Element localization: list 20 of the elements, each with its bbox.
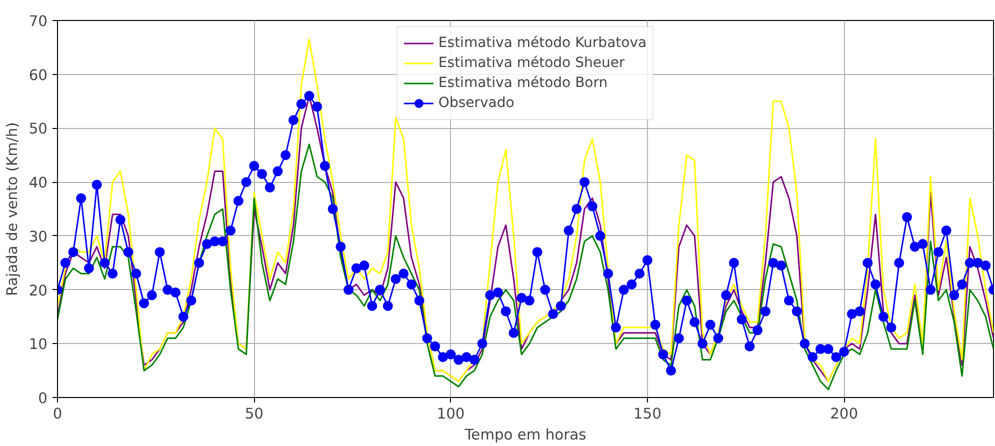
y-tick-label: 10 <box>28 336 48 354</box>
legend-label: Estimativa método Sheuer <box>438 55 625 71</box>
y-tick-label: 70 <box>28 13 48 30</box>
legend-label: Observado <box>438 95 514 111</box>
y-tick-label: 50 <box>28 120 48 138</box>
x-tick-label: 150 <box>633 406 662 422</box>
x-tick-label: 0 <box>52 406 62 422</box>
legend-label: Estimativa método Kurbatova <box>438 35 647 51</box>
x-axis-title: Tempo em horas <box>464 426 586 444</box>
y-tick-label: 0 <box>38 390 48 407</box>
y-tick-label: 40 <box>28 174 48 192</box>
y-axis-title: Rajada de vento (Km/h) <box>4 122 21 296</box>
y-tick-label: 30 <box>28 228 48 246</box>
x-tick-label: 100 <box>436 406 465 422</box>
x-tick-label: 200 <box>830 406 858 422</box>
legend-label: Estimativa método Born <box>438 75 608 91</box>
y-tick-label: 20 <box>28 282 48 300</box>
x-tick-label: 50 <box>244 406 264 422</box>
line-series <box>58 144 994 390</box>
y-tick-label: 60 <box>28 66 48 84</box>
